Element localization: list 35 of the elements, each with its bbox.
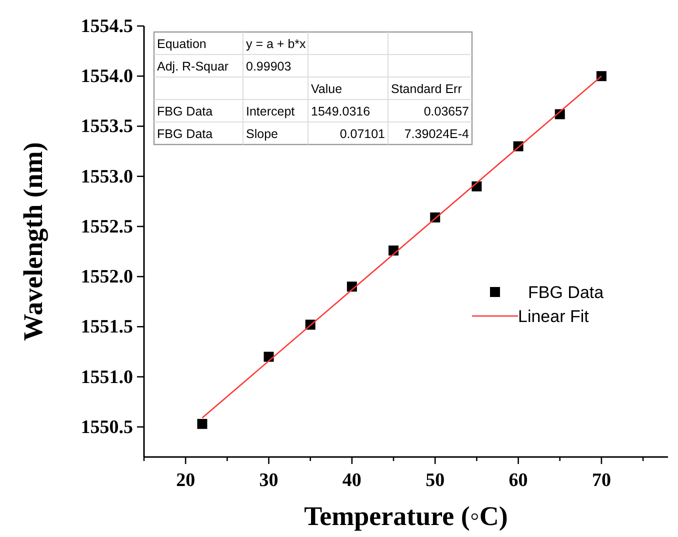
annotation: 7.39024E-4 xyxy=(404,127,470,141)
y-tick-label: 1553.5 xyxy=(80,116,133,138)
annotation: Intercept xyxy=(246,104,296,118)
y-tick-label: 1552.5 xyxy=(80,216,133,238)
annotation: Value xyxy=(311,82,342,96)
annotation: Equation xyxy=(157,37,206,51)
x-tick-label: 50 xyxy=(426,470,445,491)
x-axis-title: Temperature (◦C) xyxy=(304,501,508,531)
annotation: FBG Data xyxy=(157,127,213,141)
x-tick-label: 20 xyxy=(176,470,196,491)
annotation: Adj. R-Squar xyxy=(157,60,229,74)
y-axis-title: Wavelength (nm) xyxy=(18,142,48,341)
x-tick-label: 30 xyxy=(259,470,278,491)
legend-label: FBG Data xyxy=(528,283,604,302)
legend-label: Linear Fit xyxy=(518,307,590,326)
x-tick-label: 70 xyxy=(592,470,611,491)
y-tick-label: 1553.0 xyxy=(80,166,133,188)
x-tick-label: 40 xyxy=(342,470,362,491)
annotation: Standard Err xyxy=(391,82,462,96)
point xyxy=(596,71,606,82)
y-tick-label: 1551.0 xyxy=(80,366,133,388)
y-tick-label: 1550.5 xyxy=(80,416,133,438)
y-tick-label: 1554.0 xyxy=(80,66,133,88)
y-tick-label: 1551.5 xyxy=(80,316,133,338)
annotation: FBG Data xyxy=(157,104,213,118)
annotation: 0.07101 xyxy=(340,127,386,141)
annotation: Slope xyxy=(246,127,278,141)
annotation: y = a + b*x xyxy=(246,37,307,51)
y-tick-label: 1552.0 xyxy=(80,266,133,288)
y-tick-label: 1554.5 xyxy=(80,16,133,37)
x-tick-label: 60 xyxy=(508,470,528,491)
annotation: 0.03657 xyxy=(424,104,470,118)
point xyxy=(197,418,208,429)
annotation: 0.99903 xyxy=(246,60,292,74)
annotation: 1549.0316 xyxy=(311,104,370,118)
